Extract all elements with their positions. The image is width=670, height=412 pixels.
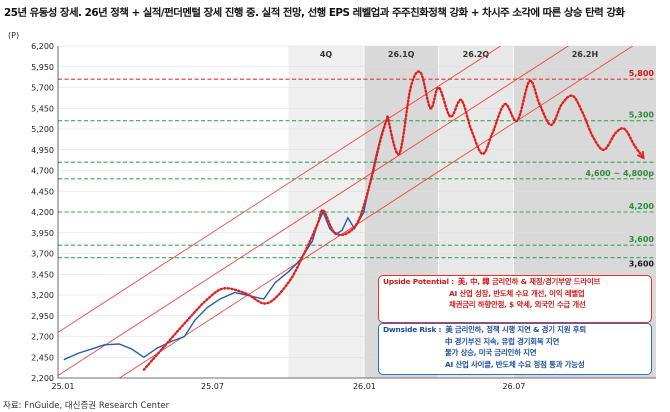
downside-risk-box: Dwnside Risk : 美 금리인하, 정책 시행 지연 & 경기 지원 … xyxy=(378,323,652,375)
phase-label: 4Q xyxy=(320,50,333,59)
y-tick-label: 4,200 xyxy=(31,208,54,217)
y-tick-label: 4,950 xyxy=(31,146,54,155)
series-lines xyxy=(63,70,645,371)
grid-lines xyxy=(58,45,656,379)
forecast-dotted-line xyxy=(386,70,645,160)
y-tick-label: 2,200 xyxy=(31,374,54,383)
downside-line: 美 금리인하, 정책 시행 지연 & 경기 지원 후퇴 xyxy=(445,325,586,334)
y-tick-label: 2,450 xyxy=(31,353,54,362)
axes: 2,200 2,450 2,700 2,950 3,200 3,450 3,700 3,950… xyxy=(8,31,656,391)
y-tick-label: 5,700 xyxy=(31,84,54,93)
level-label: 4,200 xyxy=(629,202,655,211)
y-tick-label: 6,200 xyxy=(31,42,54,51)
y-tick-label: 4,700 xyxy=(31,167,54,176)
level-lines: 5,800 5,300 4,600 ~ 4,800p 4,200 3,600 3,600 xyxy=(58,69,656,269)
downside-line: 물가 상승, 미국 금리인하 지연 xyxy=(445,348,537,357)
level-label: 3,600 xyxy=(629,235,655,244)
downside-line: AI 산업 사이클, 반도체 수요 정점 통과 가능성 xyxy=(445,359,585,369)
downside-line: 中 경기부진 지속, 유럽 경기회복 지연 xyxy=(445,336,560,346)
channel-line-middle xyxy=(58,46,570,376)
y-tick-label: 2,950 xyxy=(31,312,54,321)
x-tick-label: 25.01 xyxy=(52,382,75,391)
phase-label: 26.1Q xyxy=(388,50,415,59)
y-tick-label: 3,450 xyxy=(31,270,54,279)
trend-fit-dotted-line xyxy=(142,115,389,371)
level-label: 5,800 xyxy=(629,69,655,78)
upside-potential-box: Upside Potential : 美, 中, 韓 금리인하 & 재정/경기부… xyxy=(378,275,652,323)
upside-label: Upside Potential : xyxy=(383,277,454,286)
level-label: 5,300 xyxy=(629,111,655,120)
y-tick-label: 2,700 xyxy=(31,333,54,342)
y-tick-label: 5,450 xyxy=(31,104,54,113)
y-tick-label: 5,950 xyxy=(31,63,54,72)
downside-label: Dwnside Risk : xyxy=(383,325,442,334)
x-tick-label: 26.07 xyxy=(502,382,525,391)
y-tick-label: 5,200 xyxy=(31,125,54,134)
upside-line: AI 산업 성장, 반도체 수요 개선, 이익 레벨업 xyxy=(449,288,585,298)
channel-line-upper xyxy=(58,46,502,333)
upside-line: 美, 中, 韓 금리인하 & 재정/경기부양 드라이브 xyxy=(457,277,601,286)
y-tick-label: 4,450 xyxy=(31,187,54,196)
y-unit-label: (P) xyxy=(8,31,19,40)
level-label: 4,600 ~ 4,800p xyxy=(585,169,654,178)
upside-line: 채권금리 하향안정, $ 약세, 외국인 수급 개선 xyxy=(449,300,586,309)
source-note: 자료: FnGuide, 대신증권 Research Center xyxy=(3,401,170,411)
phase-label: 26.2H xyxy=(572,50,598,59)
x-tick-label: 25.07 xyxy=(201,382,224,391)
forecast-arrowhead xyxy=(636,150,645,160)
x-tick-label: 26.01 xyxy=(353,382,376,391)
y-tick-label: 3,700 xyxy=(31,250,54,259)
chart-title: 25년 유동성 장세. 26년 정책 + 실적/펀더멘털 장세 진행 중. 실적… xyxy=(4,7,625,19)
y-tick-label: 3,200 xyxy=(31,291,54,300)
y-tick-label: 3,950 xyxy=(31,229,54,238)
level-label: 3,600 xyxy=(629,260,655,269)
phase-label: 26.2Q xyxy=(463,50,490,59)
